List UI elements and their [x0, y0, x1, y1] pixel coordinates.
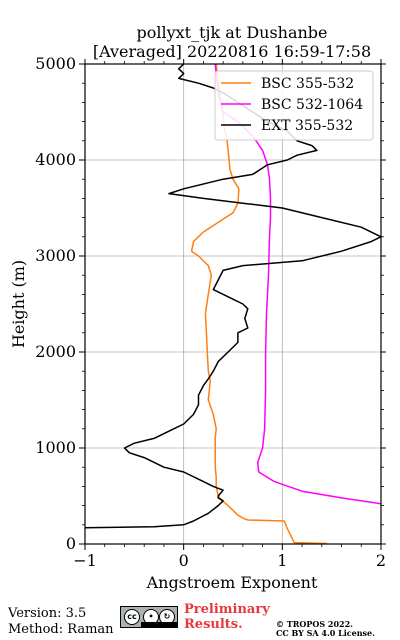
license-strip [141, 622, 177, 627]
series-line-3 [85, 64, 381, 529]
legend-box [214, 70, 374, 141]
chart-svg: pollyxt_tjk at Dushanbe [Averaged] 20220… [9, 23, 386, 592]
chart-title: pollyxt_tjk at Dushanbe [136, 23, 327, 42]
y-tick-label: 3000 [35, 246, 76, 265]
cc-icon: cc [124, 609, 140, 625]
y-tick-label: 2000 [35, 342, 76, 361]
y-tick-label: 1000 [35, 438, 76, 457]
copyright-line1: © TROPOS 2022. [276, 619, 353, 629]
preliminary-notice: Preliminary Results. [184, 602, 270, 632]
method-text: Method: Raman [8, 622, 114, 637]
footer-info: Version: 3.5 Method: Raman [8, 606, 114, 638]
x-tick-label: 0 [179, 551, 189, 570]
copyright-line2: CC BY SA 4.0 License. [276, 628, 375, 638]
y-axis-label: Height (m) [9, 260, 28, 348]
preliminary-line1: Preliminary [184, 602, 270, 617]
series-line-1 [190, 64, 327, 544]
legend-label: BSC 355-532 [261, 76, 354, 92]
legend: BSC 355-532 BSC 532-1064 EXT 355-532 [214, 70, 374, 141]
preliminary-line2: Results. [184, 617, 243, 632]
legend-label: EXT 355-532 [261, 118, 353, 134]
y-tick-label: 0 [66, 534, 76, 553]
x-tick-label: −1 [73, 551, 97, 570]
x-tick-label: 1 [277, 551, 287, 570]
x-tick-label: 2 [376, 551, 386, 570]
plot-frame [84, 63, 382, 545]
y-tick-label: 5000 [35, 54, 76, 73]
legend-label: BSC 532-1064 [261, 97, 363, 113]
version-text: Version: 3.5 [8, 606, 87, 621]
y-tick-label: 4000 [35, 150, 76, 169]
chart-subtitle: [Averaged] 20220816 16:59-17:58 [93, 42, 371, 61]
x-axis-label: Angstroem Exponent [146, 573, 318, 592]
cc-license-badge: cc • ↻ [120, 606, 178, 628]
copyright-notice: © TROPOS 2022. CC BY SA 4.0 License. [276, 620, 375, 638]
